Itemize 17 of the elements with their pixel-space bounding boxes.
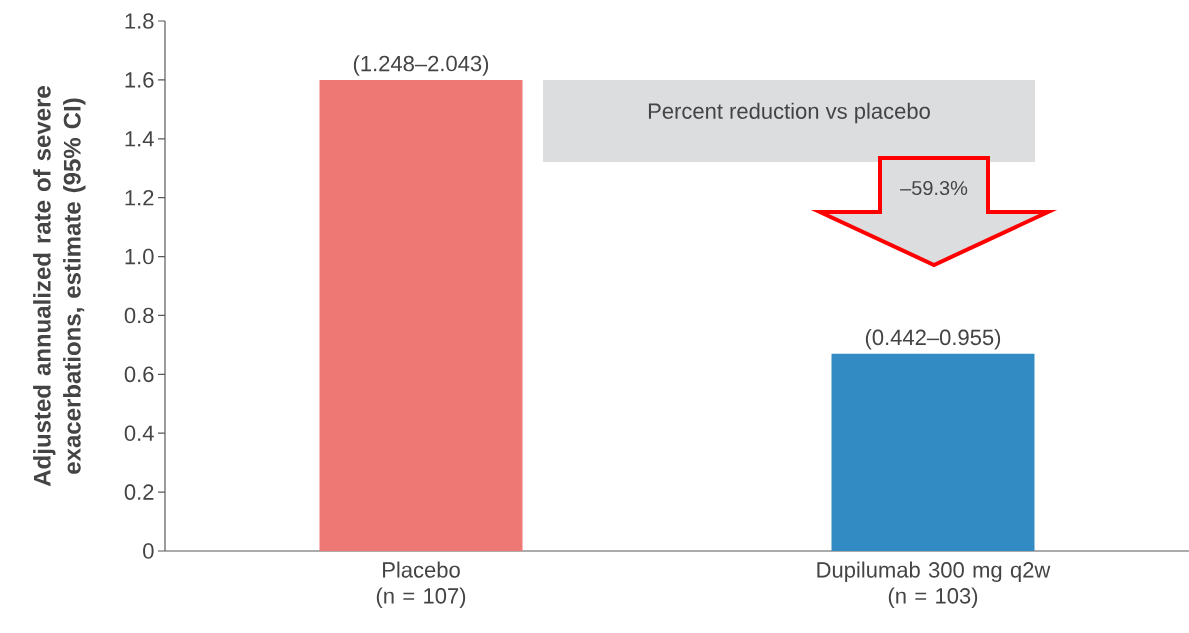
x-tick-label: Dupilumab 300 mg q2w (n = 103) (817, 561, 1051, 609)
y-tick-label: 0.6 (124, 366, 154, 383)
data-label: (0.442–0.955) (865, 329, 1001, 350)
y-tick-label: 0.2 (124, 484, 154, 500)
y-tick-label: 0.8 (124, 307, 154, 324)
y-tick-label: 0 (143, 543, 154, 559)
data-label: (1.248–2.043) (353, 55, 489, 76)
annotation: Percent reduction vs placebo (648, 102, 930, 124)
y-tick-label: 1.8 (125, 13, 154, 29)
y-tick-label: 1.2 (125, 189, 154, 206)
y-tick-label: 1.0 (125, 248, 154, 265)
y-tick-label: 1.6 (125, 72, 154, 88)
annotation: –59.3% (900, 180, 968, 196)
y-axis-title: Adjusted annualized rate of severe exacerbations, estimate (95% CI) (33, 86, 86, 487)
x-tick-label: Placebo (n = 107) (376, 561, 466, 609)
y-tick-label: 1.4 (125, 131, 154, 147)
y-tick-label: 0.4 (124, 425, 154, 442)
